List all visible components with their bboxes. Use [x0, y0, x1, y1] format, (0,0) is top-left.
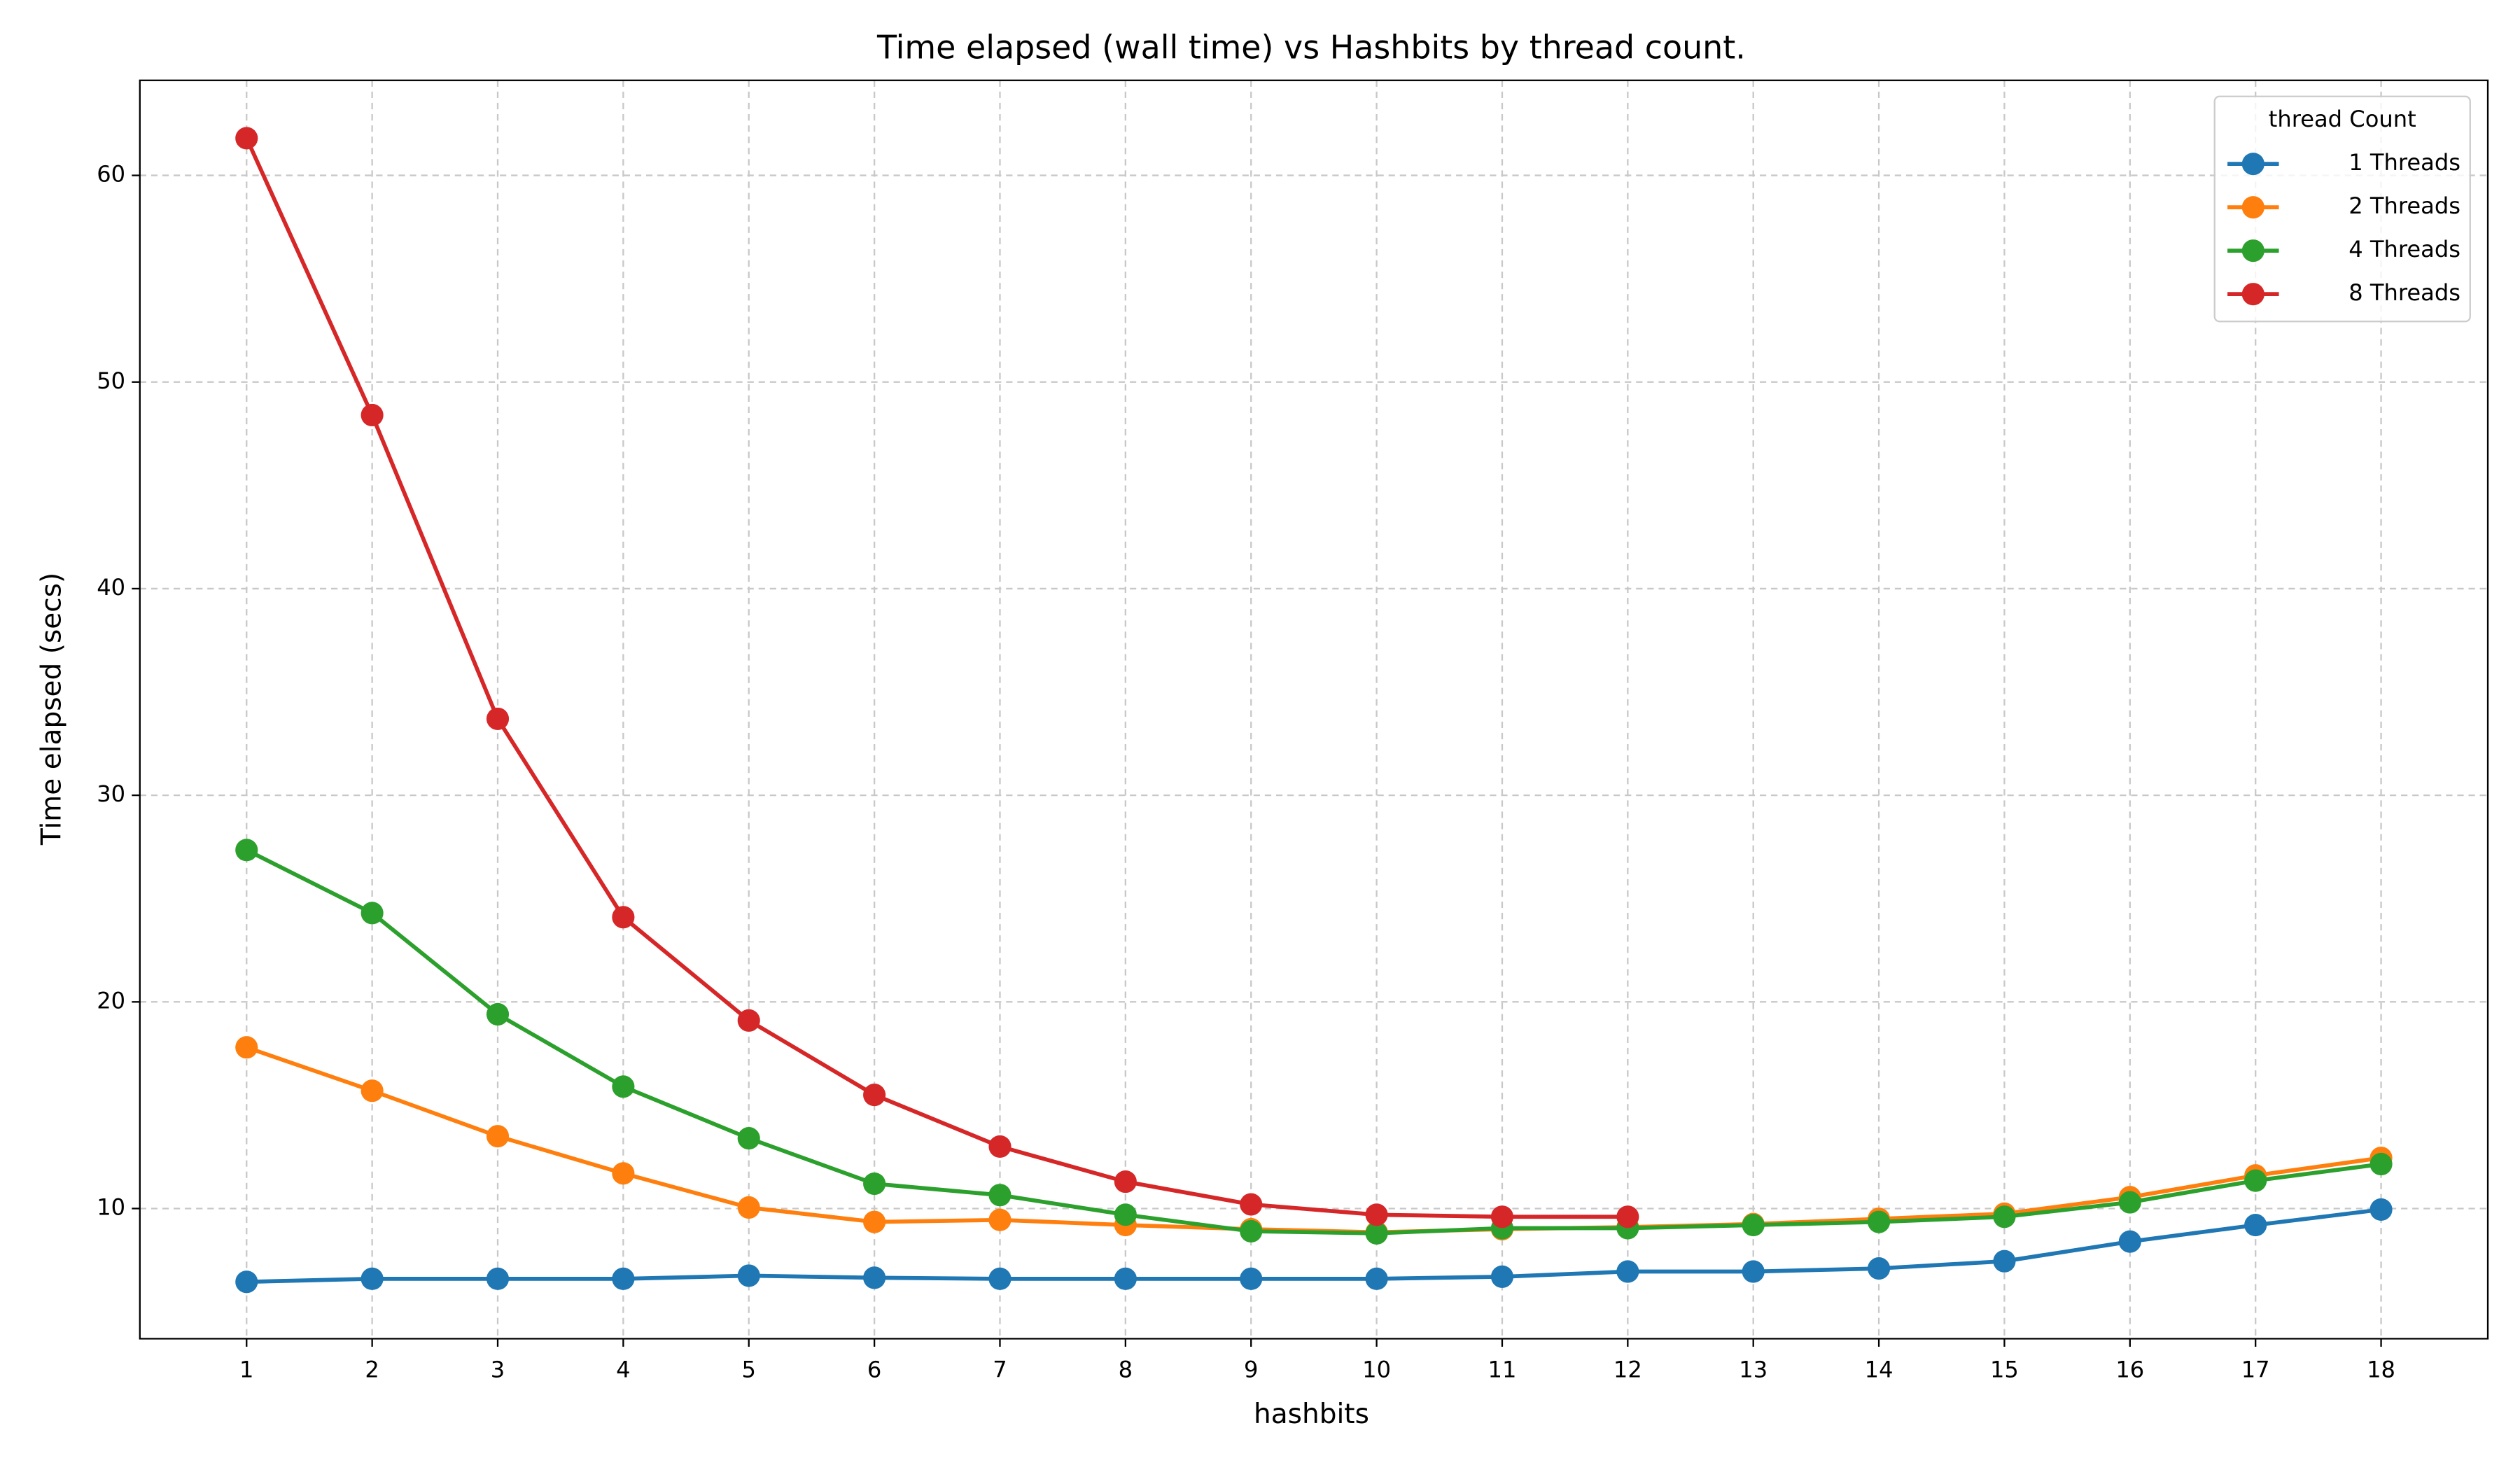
data-point	[2370, 1198, 2393, 1222]
x-tick-label: 2	[365, 1356, 379, 1382]
legend-box	[2213, 95, 2471, 323]
y-axis-label: Time elapsed (secs)	[36, 573, 67, 846]
legend-marker	[2241, 153, 2264, 176]
data-point	[1490, 1205, 1514, 1228]
y-tick-label: 40	[97, 574, 125, 601]
x-tick-label: 7	[993, 1356, 1007, 1382]
data-point	[2370, 1152, 2393, 1176]
x-axis-label: hashbits	[1254, 1399, 1369, 1430]
data-point	[1114, 1203, 1137, 1226]
data-point	[235, 127, 258, 150]
legend-marker	[2241, 196, 2264, 219]
data-point	[2244, 1169, 2267, 1192]
data-point	[737, 1127, 760, 1150]
data-point	[235, 839, 258, 862]
data-point	[737, 1196, 760, 1219]
x-tick-label: 10	[1362, 1356, 1391, 1382]
x-tick-label: 18	[2367, 1356, 2395, 1382]
data-point	[1114, 1267, 1137, 1290]
data-point	[1993, 1250, 2016, 1273]
data-point	[360, 902, 384, 925]
data-point	[2118, 1230, 2141, 1253]
x-tick-label: 13	[1739, 1356, 1768, 1382]
data-point	[1616, 1260, 1639, 1283]
data-point	[988, 1267, 1011, 1290]
data-point	[863, 1210, 886, 1233]
data-point	[1240, 1219, 1263, 1243]
data-point	[1868, 1210, 1891, 1233]
x-tick-label: 6	[867, 1356, 881, 1382]
series-line	[246, 1208, 2381, 1284]
x-tick-label: 5	[742, 1356, 756, 1382]
data-point	[360, 403, 384, 427]
data-point	[612, 1267, 635, 1290]
data-point	[360, 1079, 384, 1102]
chart-title: Time elapsed (wall time) vs Hashbits by …	[876, 29, 1746, 66]
data-point	[988, 1208, 1011, 1231]
data-point	[1490, 1265, 1514, 1288]
data-point	[2118, 1191, 2141, 1214]
x-tick-label: 8	[1119, 1356, 1133, 1382]
data-point	[988, 1135, 1011, 1158]
y-tick-label: 60	[97, 161, 125, 188]
legend-title: thread Count	[2269, 106, 2416, 132]
data-point	[1365, 1222, 1388, 1245]
data-point	[1365, 1267, 1388, 1290]
data-point	[235, 1270, 258, 1294]
y-tick-label: 10	[97, 1194, 125, 1220]
data-point	[612, 1075, 635, 1098]
data-point	[863, 1084, 886, 1107]
y-tick-label: 30	[97, 780, 125, 807]
data-point	[612, 906, 635, 929]
data-point	[1616, 1205, 1639, 1228]
y-tick-label: 50	[97, 368, 125, 394]
data-point	[486, 1002, 510, 1026]
plot-frame	[139, 79, 2489, 1340]
x-tick-label: 17	[2241, 1356, 2270, 1382]
x-tick-label: 14	[1865, 1356, 1893, 1382]
data-point	[2244, 1214, 2267, 1237]
x-tick-label: 4	[616, 1356, 630, 1382]
data-point	[486, 707, 510, 730]
series-line	[245, 848, 2381, 1236]
data-point	[737, 1009, 760, 1032]
data-point	[1993, 1205, 2016, 1228]
x-tick-label: 11	[1488, 1356, 1517, 1382]
data-point	[863, 1266, 886, 1289]
legend-label: 1 Threads	[2348, 149, 2460, 176]
data-point	[1742, 1214, 1765, 1237]
data-point	[1365, 1203, 1388, 1226]
legend-marker	[2241, 283, 2264, 306]
legend-label: 2 Threads	[2348, 192, 2460, 219]
data-point	[235, 1036, 258, 1059]
series-line	[244, 137, 1628, 1219]
data-point	[1742, 1260, 1765, 1283]
data-point	[988, 1184, 1011, 1207]
x-tick-label: 9	[1244, 1356, 1258, 1382]
x-tick-label: 16	[2115, 1356, 2144, 1382]
x-tick-label: 12	[1614, 1356, 1642, 1382]
y-tick-label: 20	[97, 987, 125, 1014]
data-point	[1868, 1256, 1891, 1280]
data-point	[737, 1264, 760, 1287]
x-tick-label: 15	[1990, 1356, 2019, 1382]
legend-label: 4 Threads	[2348, 236, 2460, 262]
data-point	[1114, 1170, 1137, 1194]
data-point	[863, 1172, 886, 1196]
data-point	[1240, 1267, 1263, 1290]
x-tick-label: 1	[239, 1356, 253, 1382]
legend-marker	[2241, 239, 2264, 262]
data-point	[1240, 1193, 1263, 1216]
data-point	[612, 1162, 635, 1185]
legend-label: 8 Threads	[2348, 279, 2460, 306]
data-point	[486, 1125, 510, 1148]
data-point	[360, 1267, 384, 1290]
x-tick-label: 3	[491, 1356, 505, 1382]
data-point	[486, 1267, 510, 1290]
